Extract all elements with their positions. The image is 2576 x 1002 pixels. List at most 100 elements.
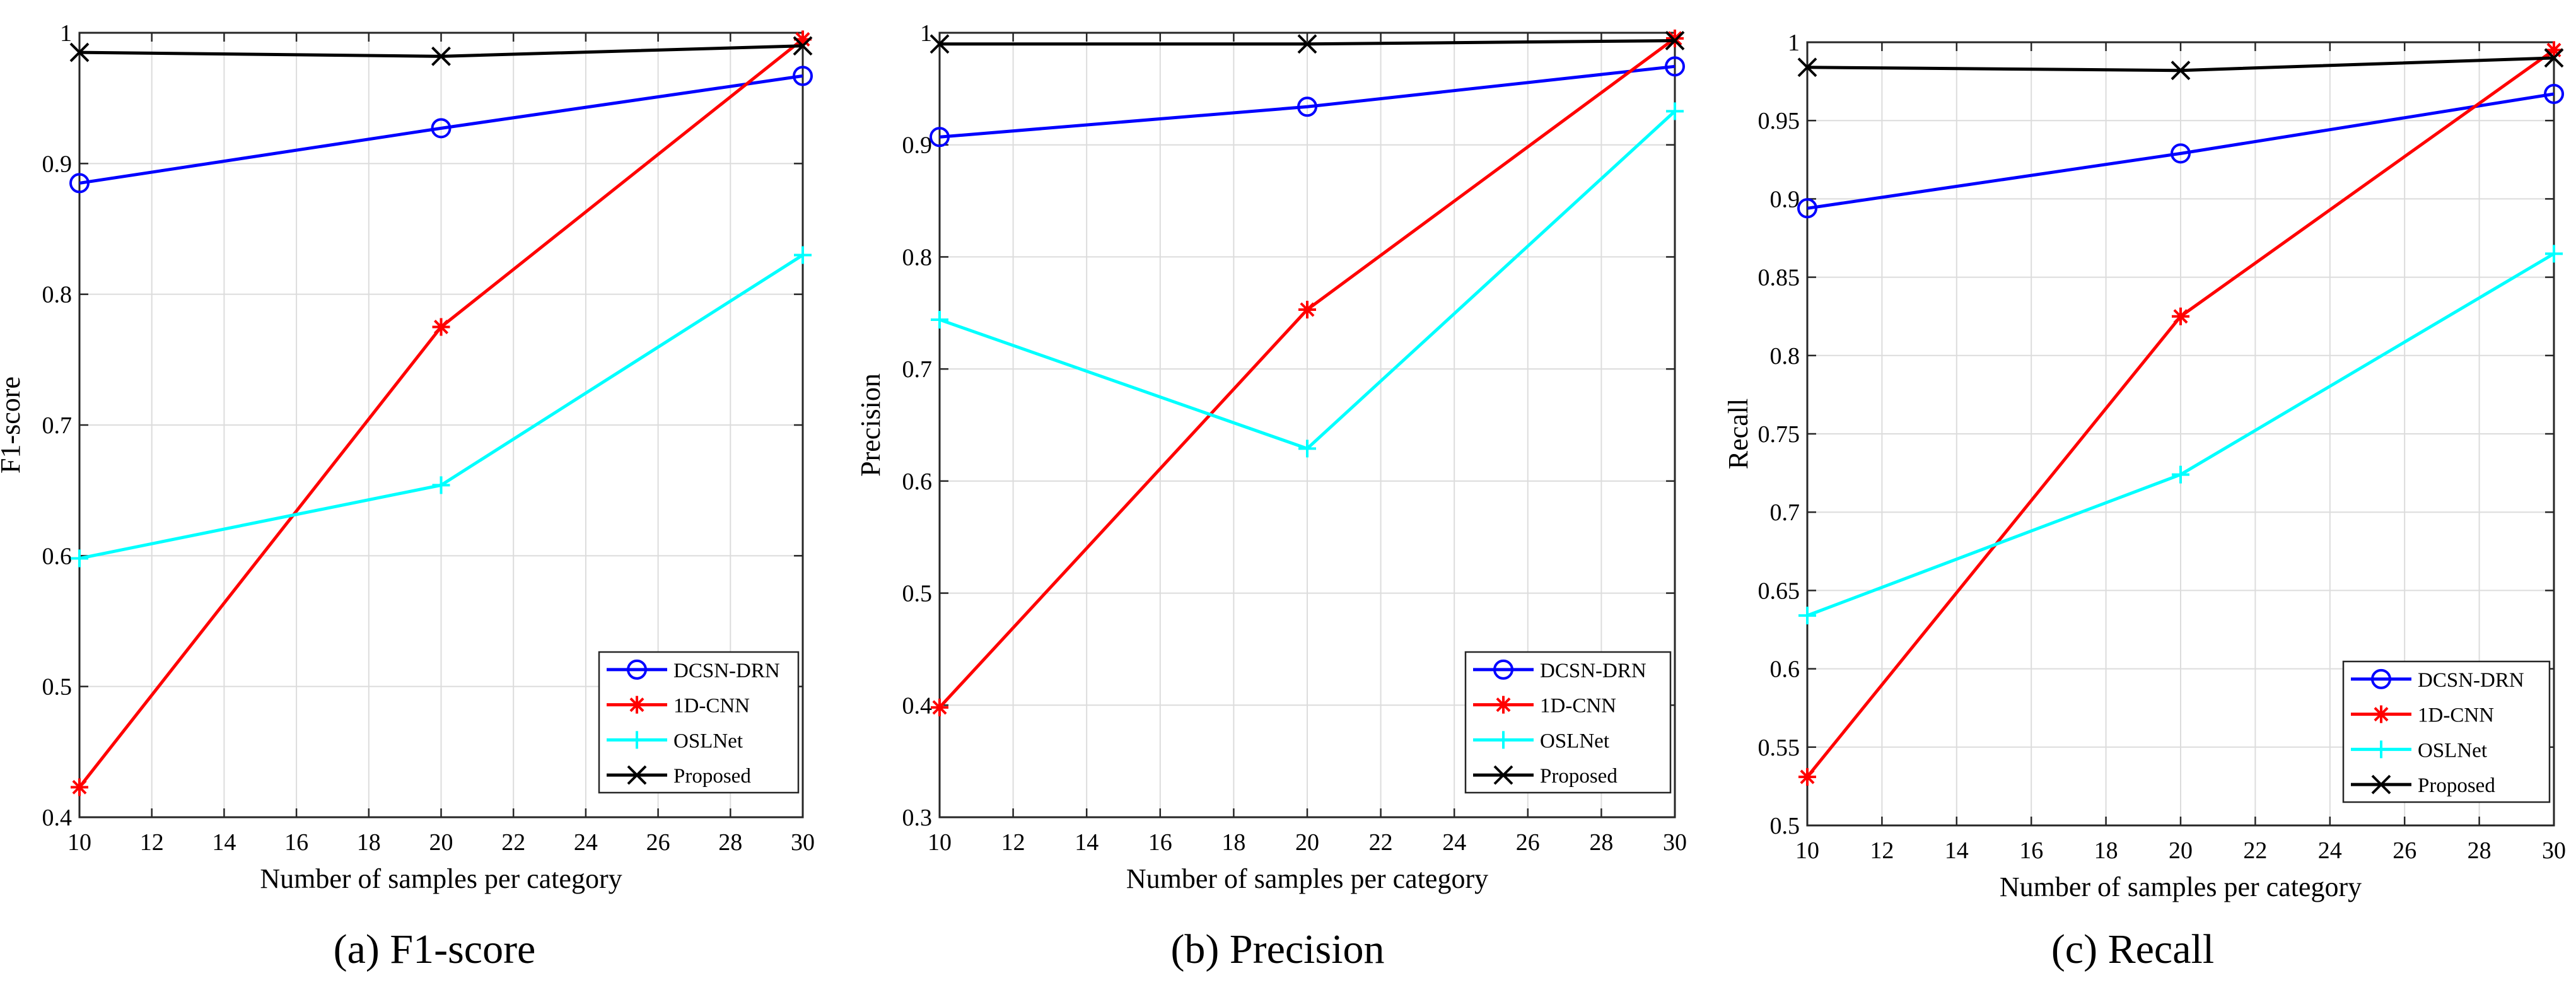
data-point-oslnet [931,310,948,329]
x-tick-label: 30 [2542,837,2566,864]
y-tick-label: 0.3 [902,805,933,831]
y-tick-label: 0.8 [902,244,933,271]
y-axis-label: F1-score [0,376,26,474]
x-tick-label: 20 [429,829,453,856]
x-tick-label: 14 [1945,837,1969,864]
data-point-1d-cnn [2172,307,2189,325]
data-point-dcsn-drn [1297,96,1317,117]
data-point-proposed [2544,48,2564,68]
data-point-1d-cnn [71,778,88,796]
data-point-oslnet [1666,102,1684,120]
data-point-dcsn-drn [431,118,452,139]
x-tick-label: 26 [1516,829,1540,856]
legend-marker [627,765,647,785]
data-point-proposed [930,34,950,54]
data-point-oslnet [794,246,812,264]
chart-panel-2: 10 12 14 16 18 20 22 24 26 28 30 0.3 0.4 0.5 0.6 0.7 0.8… [855,20,1687,894]
series-line-dcsn-drn [1807,92,2555,210]
legend-marker [2371,668,2391,689]
data-point-1d-cnn [1798,768,1816,786]
x-tick-label: 12 [1870,837,1894,864]
legend-marker [1493,765,1513,785]
data-point-oslnet [1298,440,1316,458]
legend-marker [628,696,646,714]
legend-label: 1D-CNN [2418,704,2494,727]
x-tick-label: 20 [1295,829,1319,856]
data-point-1d-cnn [794,30,812,49]
data-point-1d-cnn [2545,41,2563,59]
x-tick-label: 16 [2019,837,2043,864]
series-line-dcsn-drn [939,64,1676,139]
legend-label: Proposed [2418,774,2495,797]
legend-label: OSLNet [2418,739,2487,762]
y-tick-label: 0.8 [42,282,73,308]
x-tick-label: 20 [2169,837,2193,864]
data-point-oslnet [2172,465,2189,484]
x-tick-label: 14 [1075,829,1099,856]
x-tick-label: 12 [140,829,164,856]
y-tick-label: 0.5 [1770,813,1800,839]
x-tick-label: 28 [1589,829,1613,856]
legend-label: DCSN-DRN [673,660,780,682]
legend-marker [2372,740,2390,759]
data-point-proposed [69,42,90,62]
data-point-oslnet [1798,607,1816,625]
legend-marker [1495,696,1512,714]
data-point-1d-cnn [1298,300,1316,318]
x-tick-label: 26 [646,829,670,856]
y-tick-label: 0.55 [1758,735,1800,761]
legend-label: OSLNet [1540,730,1609,752]
x-tick-label: 18 [1221,829,1245,856]
x-tick-label: 14 [212,829,236,856]
legend-marker [627,659,647,680]
x-tick-label: 10 [1795,837,1819,864]
y-tick-label: 0.95 [1758,108,1800,134]
y-tick-label: 0.5 [902,581,933,607]
x-tick-label: 22 [501,829,525,856]
x-tick-label: 16 [284,829,308,856]
data-point-1d-cnn [931,698,948,716]
x-tick-label: 12 [1001,829,1025,856]
chart-panel-3: 10 12 14 16 18 20 22 24 26 28 30 0.5 0.55 0.6 0.65 0.7 0… [1723,30,2566,902]
data-point-dcsn-drn [2544,83,2564,104]
y-tick-label: 0.7 [902,356,933,383]
x-axis-label: Number of samples per category [260,863,622,894]
data-point-oslnet [432,476,450,494]
x-tick-label: 24 [1442,829,1466,856]
legend-label: 1D-CNN [1540,695,1616,718]
y-axis-label: Recall [1723,399,1754,469]
legend-label: OSLNet [673,730,743,752]
y-tick-label: 0.6 [1770,656,1800,683]
data-point-dcsn-drn [1665,56,1685,77]
x-tick-label: 30 [1663,829,1687,856]
data-point-proposed [1297,34,1317,54]
y-tick-label: 0.5 [42,674,73,701]
data-point-1d-cnn [432,318,450,336]
legend-label: Proposed [673,765,751,788]
data-point-dcsn-drn [1797,198,1817,219]
legend-box [2342,660,2551,803]
axes-frame [1806,41,2555,827]
legend-label: Proposed [1540,765,1617,788]
data-point-dcsn-drn [69,173,90,194]
legend-marker [1495,731,1512,749]
y-tick-label: 0.4 [902,692,933,719]
y-tick-label: 0.6 [902,469,933,495]
data-point-oslnet [2545,245,2563,263]
x-tick-label: 18 [357,829,381,856]
chart-panel-1: 10 12 14 16 18 20 22 24 26 28 30 0.4 0.5 0.6 0.7 0.8 0.9… [0,20,815,894]
y-tick-label: 1 [1788,30,1800,56]
data-point-proposed [1665,31,1685,50]
y-tick-label: 0.9 [42,151,73,177]
y-tick-label: 0.65 [1758,578,1800,604]
caption-recall: (c) Recall [2051,926,2215,972]
x-tick-label: 22 [2243,837,2267,864]
data-point-oslnet [71,549,88,568]
legend-label: DCSN-DRN [1540,660,1646,682]
data-point-proposed [1797,57,1817,78]
x-tick-label: 18 [2094,837,2118,864]
x-tick-label: 24 [574,829,598,856]
x-tick-label: 28 [718,829,742,856]
y-tick-label: 0.4 [42,805,73,831]
y-tick-label: 0.9 [902,132,933,159]
